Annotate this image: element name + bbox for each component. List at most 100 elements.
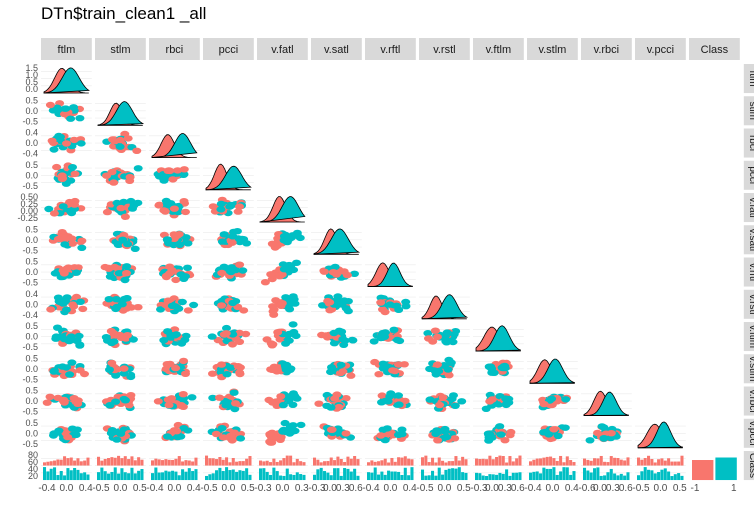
hist-bar-pos bbox=[349, 471, 353, 481]
hist-bar-neg bbox=[421, 457, 425, 466]
x-tick-label: 0.3 bbox=[336, 483, 350, 494]
point-pos bbox=[60, 105, 70, 112]
hist-bar-pos bbox=[481, 475, 485, 481]
scatter-v.satl-v.fatl bbox=[267, 229, 305, 251]
point-pos bbox=[58, 203, 68, 210]
hist-bar-neg bbox=[107, 458, 111, 466]
point-pos bbox=[369, 338, 379, 345]
hist-bar-neg bbox=[515, 458, 519, 466]
scatter-v.stlm-v.ftlm bbox=[484, 359, 513, 377]
point-pos bbox=[425, 365, 435, 373]
hist-bar-neg bbox=[167, 459, 171, 466]
scatter-v.ftlm-ftlm bbox=[51, 324, 85, 349]
hist-bar-neg bbox=[218, 457, 222, 466]
point-neg bbox=[428, 338, 438, 345]
hist-bar-pos bbox=[302, 474, 306, 481]
strip-right-v.satl bbox=[743, 225, 754, 255]
point-neg bbox=[123, 332, 132, 339]
x-tick-label: -0.4 bbox=[362, 483, 380, 494]
hist-bar-pos bbox=[275, 471, 279, 481]
point-neg bbox=[268, 341, 278, 348]
hist-bar-pos bbox=[79, 473, 83, 481]
point-pos bbox=[290, 427, 300, 435]
hist-bar-pos bbox=[431, 470, 435, 481]
hist-bar-pos bbox=[647, 469, 651, 481]
hist-bar-pos bbox=[356, 475, 360, 481]
strip-right-label: rbci bbox=[747, 135, 754, 151]
hist-bar-pos bbox=[606, 472, 610, 481]
point-neg bbox=[154, 202, 164, 209]
hist-bar-neg bbox=[279, 460, 283, 466]
point-neg bbox=[62, 140, 71, 147]
density-pos bbox=[583, 391, 629, 416]
point-neg bbox=[179, 198, 189, 205]
class-histogram bbox=[421, 455, 468, 481]
point-pos bbox=[382, 425, 392, 432]
strip-right-v.ftlm bbox=[743, 322, 754, 352]
point-neg bbox=[225, 432, 235, 440]
point-pos bbox=[60, 241, 70, 248]
point-neg bbox=[231, 400, 240, 407]
scatter-v.rbci-pcci bbox=[208, 388, 244, 413]
point-pos bbox=[378, 360, 388, 367]
scatter-v.fatl-pcci bbox=[208, 196, 246, 217]
scatter-v.rstl-stlm bbox=[102, 293, 143, 314]
hist-bar-pos bbox=[194, 469, 198, 481]
hist-bar-pos bbox=[623, 475, 627, 481]
hist-bar-neg bbox=[221, 459, 225, 466]
scatter-v.rstl-v.satl bbox=[318, 293, 353, 315]
point-pos bbox=[112, 436, 122, 443]
x-tick-label: 0.5 bbox=[673, 483, 687, 494]
hist-bar-neg bbox=[151, 460, 155, 466]
point-neg bbox=[270, 272, 279, 279]
point-pos bbox=[105, 273, 115, 280]
point-pos bbox=[68, 164, 77, 171]
hist-bar-neg bbox=[171, 459, 175, 466]
scatter-v.ftlm-rbci bbox=[159, 326, 191, 348]
point-neg bbox=[450, 435, 460, 442]
hist-bar-neg bbox=[53, 460, 57, 466]
hist-bar-pos bbox=[407, 475, 411, 481]
strip-top-v.rftl bbox=[365, 38, 416, 60]
point-pos bbox=[183, 264, 192, 271]
hist-bar-pos bbox=[589, 472, 593, 481]
point-pos bbox=[177, 298, 187, 306]
hist-bar-neg bbox=[100, 460, 104, 466]
point-neg bbox=[159, 207, 169, 214]
scatter-v.ftlm-v.rftl bbox=[369, 326, 405, 345]
hist-bar-pos bbox=[555, 474, 559, 481]
scatter-v.rftl-stlm bbox=[100, 261, 137, 284]
point-pos bbox=[392, 302, 402, 309]
x-tick-label: -0.4 bbox=[38, 483, 56, 494]
hist-bar-neg bbox=[343, 461, 347, 466]
hist-bar-pos bbox=[184, 471, 188, 481]
point-pos bbox=[68, 425, 77, 432]
density-pos bbox=[421, 294, 469, 320]
hist-bar-pos bbox=[616, 475, 620, 481]
point-pos bbox=[279, 237, 289, 244]
hist-bar-pos bbox=[292, 474, 296, 481]
point-neg bbox=[68, 240, 77, 247]
point-pos bbox=[380, 329, 390, 336]
hist-bar-neg bbox=[245, 458, 249, 466]
hist-bar-neg bbox=[161, 460, 165, 466]
density-v.stlm bbox=[529, 358, 575, 384]
point-neg bbox=[325, 307, 335, 314]
hist-bar-pos bbox=[107, 473, 111, 481]
hist-bar-pos bbox=[613, 473, 617, 481]
point-pos bbox=[544, 431, 554, 438]
hist-bar-pos bbox=[387, 470, 391, 481]
point-pos bbox=[394, 401, 404, 408]
hist-bar-neg bbox=[241, 461, 245, 466]
hist-bar-pos bbox=[343, 468, 347, 481]
strip-right-label: v.fatl bbox=[747, 197, 754, 217]
point-pos bbox=[181, 234, 191, 241]
y-tick-label: 40 bbox=[28, 464, 38, 474]
scatter-rbci-stlm bbox=[102, 130, 142, 154]
hist-bar-pos bbox=[215, 470, 219, 481]
hist-bar-neg bbox=[103, 458, 107, 466]
hist-bar-neg bbox=[117, 455, 121, 466]
point-neg bbox=[268, 303, 278, 310]
strip-right-label: v.ftlm bbox=[747, 325, 754, 348]
point-neg bbox=[327, 426, 337, 433]
